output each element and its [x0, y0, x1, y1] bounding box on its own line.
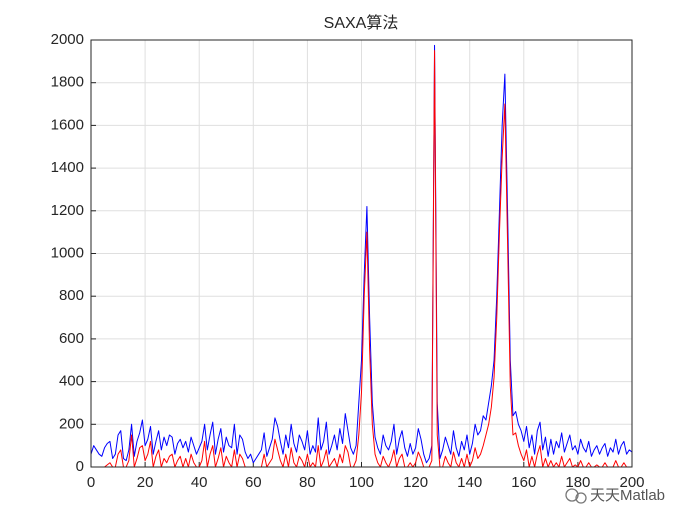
watermark-icon [565, 488, 587, 504]
x-tick-label: 100 [349, 474, 374, 491]
x-tick-label: 0 [87, 474, 95, 491]
x-tick-label: 120 [403, 474, 428, 491]
chart-title: SAXA算法 [324, 13, 399, 32]
y-tick-label: 1800 [51, 74, 84, 91]
y-tick-label: 800 [59, 287, 84, 304]
y-tick-label: 1200 [51, 202, 84, 219]
x-tick-label: 140 [457, 474, 482, 491]
x-tick-label: 60 [245, 474, 262, 491]
x-tick-label: 80 [299, 474, 316, 491]
line-series [90, 44, 633, 464]
y-tick-label: 400 [59, 373, 84, 390]
y-tick-label: 0 [76, 458, 84, 475]
x-tick-label: 20 [137, 474, 154, 491]
x-tick-label: 40 [191, 474, 208, 491]
y-tick-label: 600 [59, 330, 84, 347]
plot-frame [90, 39, 633, 468]
y-tick-label: 1400 [51, 159, 84, 176]
y-tick-label: 2000 [51, 31, 84, 48]
x-tick-label: 200 [619, 474, 644, 491]
line-series [91, 50, 632, 468]
x-tick-label: 180 [565, 474, 590, 491]
y-tick-label: 1600 [51, 116, 84, 133]
y-tick-label: 1000 [51, 244, 84, 261]
x-tick-label: 160 [511, 474, 536, 491]
watermark: 天天Matlab [590, 487, 665, 504]
y-tick-label: 200 [59, 415, 84, 432]
